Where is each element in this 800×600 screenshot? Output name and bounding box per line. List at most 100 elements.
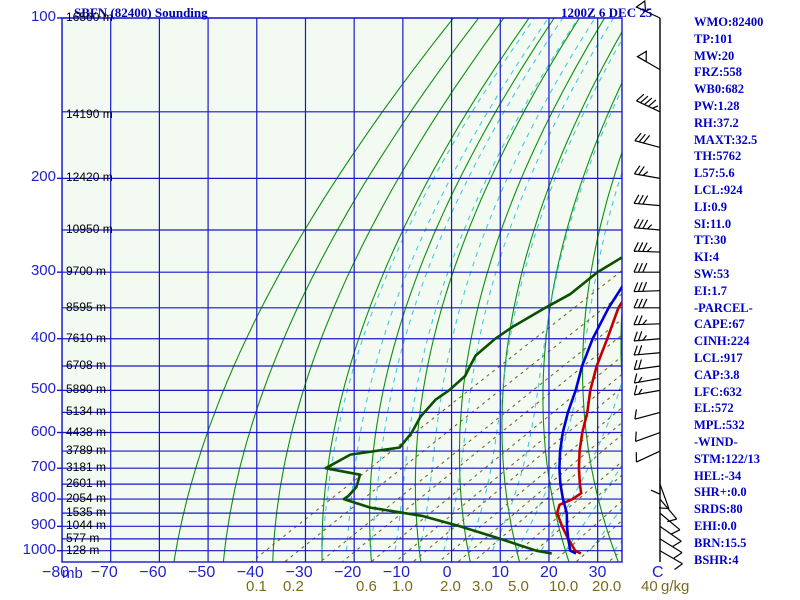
stat-item: LI:0.9 [694,199,727,214]
stat-item: MAXT:32.5 [694,132,758,147]
mixing-ratio-tick: 0.6 [356,578,377,595]
pressure-tick-800: 800 [30,489,56,507]
stat-item: CINH:224 [694,334,750,349]
height-label: 9700 m [66,264,107,279]
wind-barb [633,218,661,231]
stat-item: EI:1.7 [694,283,727,298]
stat-item: WB0:682 [694,82,744,97]
temperature-tick: −60 [139,564,167,581]
stat-item: CAP:3.8 [694,367,740,382]
wind-barb [633,194,661,207]
height-label: 5134 m [66,404,107,419]
stat-item: TT:30 [694,233,727,248]
temperature-tick: −80 [42,564,70,581]
mixing-ratio-tick: 40 [641,578,658,595]
height-label: 1535 m [66,505,107,520]
temperature-tick: 30 [588,564,607,581]
wind-barb [633,331,661,342]
stat-item: HEL:-34 [694,468,742,483]
mixing-ratio-tick: 20.0 [592,578,622,595]
height-label: 2601 m [66,476,107,491]
pressure-tick-1000: 1000 [22,540,56,558]
mixing-ratio-lines [251,269,622,562]
wind-barb [633,298,660,309]
stat-item: SI:11.0 [694,216,732,231]
height-label: 4438 m [66,424,107,439]
temperature-tick: −50 [188,564,216,581]
mixing-ratio-tick: 0.1 [246,578,267,595]
temperature-tick: −30 [285,564,313,581]
wind-barb [634,409,661,420]
stat-item: SW:53 [694,266,730,281]
pressure-tick-400: 400 [30,328,56,346]
height-label: 3181 m [66,460,107,475]
stat-item: PW:1.28 [694,98,740,113]
trace-parcel-wetbulb [558,284,622,555]
wind-barb [659,525,682,547]
height-label: 128 m [66,542,100,557]
temperature-tick: −40 [236,564,264,581]
stat-item: EL:572 [694,401,734,416]
wind-barb-column [633,0,683,570]
mixing-ratio-tick: 3.0 [472,578,493,595]
plot-border [61,17,623,563]
wind-barb [633,262,660,273]
stat-item: -PARCEL- [694,300,753,315]
stat-item: FRZ:558 [694,65,742,80]
wind-barb [635,0,661,19]
wind-barb [636,93,661,113]
trace-temperature [555,299,622,555]
mixing-ratio-tick: 1.0 [392,578,413,595]
wind-barb [633,315,661,326]
wind-barb [633,385,661,396]
height-label: 5890 m [66,382,107,397]
pressure-tick-300: 300 [30,262,56,280]
temperature-tick: 20 [539,564,558,581]
sounding-stats-panel: WMO:82400 TP:101 MW:20 FRZ:558 WB0:682 PW:1.2… [694,14,800,568]
height-label: 3789 m [66,443,107,458]
pressure-tick-200: 200 [30,168,56,186]
stat-item: MPL:532 [694,418,745,433]
mixing-ratio-tick: 2.0 [440,578,461,595]
temperature-tick: −70 [90,564,118,581]
stat-item: L57:5.6 [694,166,735,181]
stat-item: TH:5762 [694,149,742,164]
temperature-tick: 0 [442,564,452,581]
wind-barb [636,50,661,71]
stat-item: EHI:0.0 [694,518,737,533]
pressure-tick-500: 500 [30,380,56,398]
stat-item: RH:37.2 [694,115,739,130]
pressure-tick-900: 900 [30,516,56,534]
page-title: SBFN (82400) Sounding [74,5,208,20]
stat-item: -WIND- [694,434,738,449]
sounding-datetime: 1200Z 6 DEC 25 [561,5,653,20]
height-label: 6708 m [66,357,107,372]
stat-item: SHR+:0.0 [694,485,747,500]
stat-item: STM:122/13 [694,451,760,466]
wind-barb [633,359,661,371]
height-label: 2054 m [66,491,107,506]
wind-barb [634,132,661,149]
height-label: 12420 m [66,170,113,185]
stat-item: WMO:82400 [694,15,764,29]
stat-item: MW:20 [694,48,735,63]
isotherm-grid-lines [62,18,599,562]
stat-item: TP:101 [694,31,733,46]
temperature-tick: 10 [491,564,510,581]
pressure-tick-marks [57,17,62,552]
wind-barb [633,345,661,356]
mixing-ratio-tick: 5.0 [508,578,529,595]
height-label: 16560 m [66,10,113,24]
height-label: 8595 m [66,299,107,314]
stat-item: CAPE:67 [694,317,745,332]
pressure-tick-600: 600 [30,422,56,440]
height-label: 1044 m [66,518,107,533]
temperature-tick: −20 [334,564,362,581]
stat-item: BSHR:4 [694,552,739,567]
